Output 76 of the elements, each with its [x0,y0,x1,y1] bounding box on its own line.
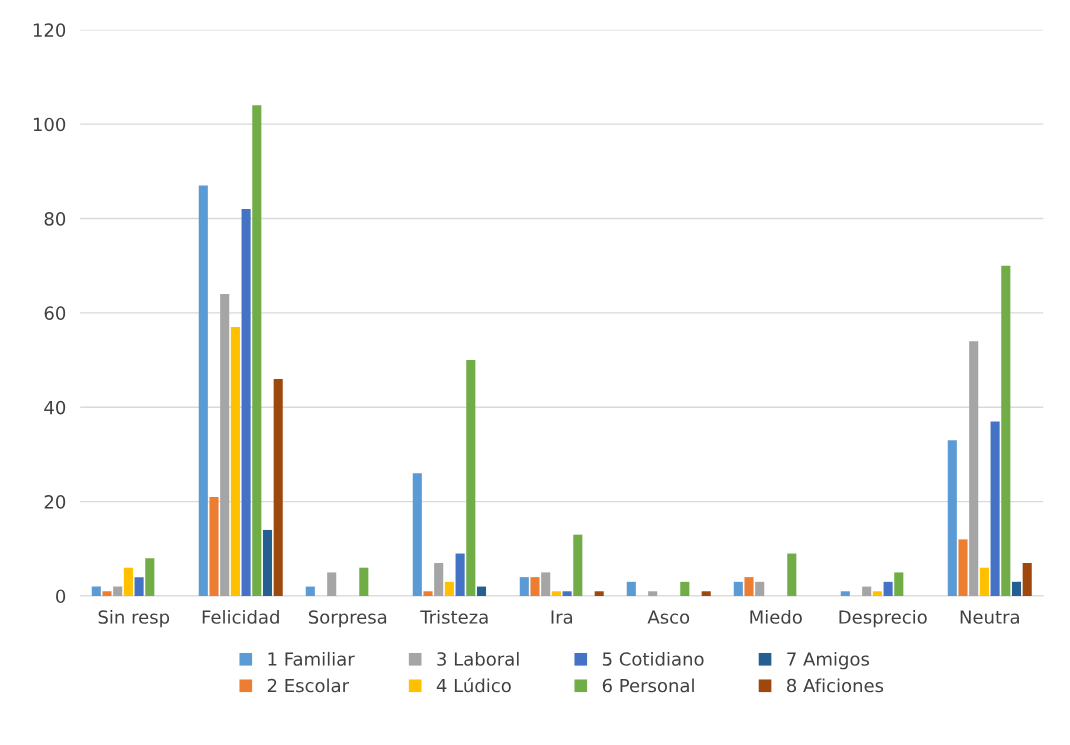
bar [979,567,989,596]
x-tick-label: Felicidad [202,609,279,624]
bar [541,572,551,596]
bar [990,421,1000,596]
bar [594,591,604,596]
y-tick-label: 120 [33,23,66,37]
legend-label: 7 Amigos [787,651,870,670]
bar [91,586,101,596]
bar [840,591,850,596]
bar [434,562,444,596]
bar [894,572,904,596]
bar [262,529,273,596]
bar [327,572,337,596]
bar [1001,265,1011,596]
bar [145,558,155,596]
x-tick-label: Tristeza [420,609,488,624]
bar [102,591,112,596]
x-tick-label: Miedo [750,609,802,624]
bar [755,581,765,596]
y-tick-label: 20 [44,495,66,509]
bar [423,591,433,596]
bar [1011,581,1022,596]
bar [958,539,968,596]
bar [209,496,219,596]
bar [733,581,743,596]
bar [872,591,882,596]
x-tick-label: Ira [551,610,573,624]
bar [648,591,658,596]
bar [412,473,422,596]
x-tick-label: Neutra [960,610,1019,624]
bar [444,581,454,596]
bar [862,586,872,596]
bar [883,581,893,596]
legend-label: 1 Familiar [268,651,355,666]
bar [476,586,487,596]
bar [455,553,465,596]
bar [252,105,262,596]
x-tick-label: Asco [647,610,690,624]
legend-label: 8 Aficiones [787,678,884,693]
x-tick-label: Sin resp [98,609,170,628]
bar [134,577,144,596]
bar [113,586,123,596]
x-tick-label: Sorpresa [308,610,387,628]
y-tick-label: 100 [33,117,66,132]
bar [359,567,369,596]
bar [787,553,797,596]
bar [198,185,208,596]
bar [1022,562,1032,596]
bar [530,577,540,596]
y-tick-label: 0 [56,589,66,604]
y-tick-label: 60 [44,306,66,321]
bar [230,327,240,596]
legend-label: 6 Personal [602,678,694,693]
bar [466,360,476,596]
bar [273,378,283,596]
bar [947,440,957,596]
bar [969,341,979,596]
y-tick-label: 40 [44,400,66,415]
bar [220,294,230,596]
legend-label: 2 Escolar [267,678,350,693]
bar [701,591,711,596]
bar [680,581,690,596]
legend-label: 5 Cotidiano [602,651,704,666]
bar [551,591,561,596]
y-tick-label: 80 [44,211,66,226]
bar [626,581,636,596]
bar [305,586,315,596]
bar [562,591,572,596]
bar [519,577,529,596]
legend-label: 4 Lúdico [436,677,511,693]
x-tick-label: Desprecio [839,609,927,628]
bar [744,577,754,596]
legend-label: 3 Laboral [437,651,519,666]
bar [241,209,251,596]
bar [123,567,133,596]
bar [573,534,583,596]
